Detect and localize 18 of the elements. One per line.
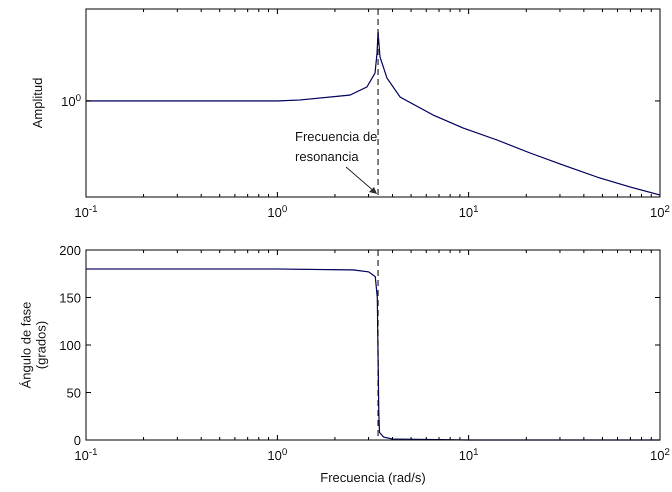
- x-tick-label: 10$^{-1}$: [74, 204, 98, 220]
- y-tick-label: 50: [66, 386, 81, 400]
- y-axis-title: Amplitud: [30, 78, 45, 128]
- y-tick-label: 0: [74, 433, 81, 448]
- y-tick-label: 100: [59, 338, 81, 353]
- x-tick-label: 10$^{0}$: [267, 446, 288, 463]
- annotation: Frecuencia de resonancia: [295, 129, 378, 164]
- x-axis-title: Frecuencia (rad/s): [320, 470, 426, 485]
- y-tick-label: 200: [59, 243, 81, 258]
- x-tick-label: 10$^{1}$: [458, 446, 479, 463]
- y-tick-label: 150: [59, 290, 81, 306]
- text: 10$^{0}$: [61, 92, 82, 109]
- x-tick-label: 10$^{1}$: [458, 204, 479, 220]
- x-tick-label: 10$^{0}$: [267, 204, 288, 220]
- y-axis-title: Ángulo de fase (grados): [18, 302, 48, 388]
- x-tick-label: 10$^{-1}$: [74, 446, 98, 463]
- x-tick-label: 10$^{2}$: [650, 204, 670, 220]
- x-tick-label: 10$^{2}$: [650, 446, 670, 463]
